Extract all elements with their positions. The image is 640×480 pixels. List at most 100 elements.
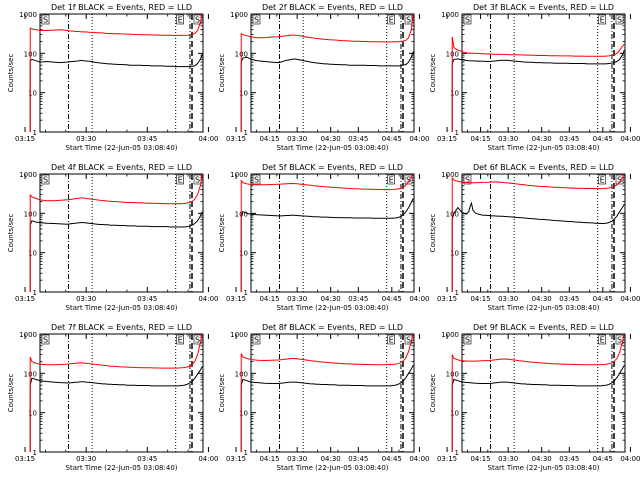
- start-marker: S: [43, 16, 48, 25]
- chart-title: Det 4f BLACK = Events, RED = LLD: [51, 163, 192, 172]
- events-series-line: [451, 201, 625, 224]
- chart-title: Det 9f BLACK = Events, RED = LLD: [473, 323, 614, 332]
- y-axis-label: Counts/sec: [218, 374, 226, 413]
- chart-panel-7: Det 7f BLACK = Events, RED = LLD11010010…: [7, 323, 402, 472]
- start-marker-box: [615, 174, 624, 185]
- y-tick-label: 10: [28, 250, 37, 258]
- start-marker-box: [252, 174, 261, 185]
- x-axis-label: Start Time (22-Jun-05 03:08:40): [66, 144, 178, 152]
- start-marker: S: [43, 176, 48, 185]
- lld-series-line: [29, 13, 203, 36]
- y-tick-label: 1000: [441, 331, 459, 339]
- end-marker: E: [178, 16, 183, 25]
- start-marker: S: [195, 16, 200, 25]
- x-tick-label: 03:30: [287, 135, 307, 143]
- plot-frame: [39, 13, 204, 133]
- start-marker-box: [252, 14, 261, 25]
- y-tick-label: 1: [455, 129, 459, 137]
- chart-title: Det 3f BLACK = Events, RED = LLD: [473, 3, 614, 12]
- y-tick-label: 1: [244, 449, 248, 457]
- x-tick-label: 04:00: [409, 295, 429, 303]
- end-marker: E: [389, 16, 394, 25]
- y-tick-label: 1000: [441, 11, 459, 19]
- start-marker-box: [404, 14, 413, 25]
- x-tick-label: 04:15: [470, 455, 490, 463]
- start-marker: S: [195, 336, 200, 345]
- x-tick-label: 03:45: [137, 295, 157, 303]
- chart-panel-9: Det 9f BLACK = Events, RED = LLD11010010…: [429, 323, 640, 472]
- y-tick-label: 1000: [230, 171, 248, 179]
- x-tick-label: 03:30: [287, 455, 307, 463]
- x-axis-label: Start Time (22-Jun-05 03:08:40): [488, 144, 600, 152]
- start-marker: S: [406, 16, 411, 25]
- x-tick-label: 04:45: [382, 455, 402, 463]
- plot-frame: [461, 333, 626, 453]
- x-tick-label: 04:45: [382, 135, 402, 143]
- y-axis-label: Counts/sec: [429, 214, 437, 253]
- y-tick-label: 10: [239, 250, 248, 258]
- x-tick-label: 04:15: [470, 135, 490, 143]
- start-marker-box: [252, 334, 261, 345]
- end-marker: E: [600, 16, 605, 25]
- end-marker: E: [600, 336, 605, 345]
- plot-frame: [39, 333, 204, 453]
- x-tick-label: 03:30: [498, 295, 518, 303]
- y-tick-label: 10: [450, 90, 459, 98]
- x-tick-label: 04:45: [593, 295, 613, 303]
- events-series-line: [451, 365, 625, 387]
- start-marker: S: [254, 16, 259, 25]
- x-tick-label: 03:45: [348, 455, 368, 463]
- end-marker-box: [387, 334, 395, 345]
- start-marker-box: [41, 174, 50, 185]
- plot-frame: [250, 173, 415, 293]
- x-tick-label: 03:30: [76, 135, 96, 143]
- x-tick-label: 03:30: [76, 455, 96, 463]
- x-tick-label: 04:00: [620, 455, 640, 463]
- y-tick-label: 1000: [19, 171, 37, 179]
- end-marker: E: [600, 176, 605, 185]
- y-tick-label: 1000: [230, 331, 248, 339]
- x-tick-label: 03:15: [437, 455, 457, 463]
- lld-series-line: [451, 36, 625, 57]
- x-tick-label: 04:45: [593, 455, 613, 463]
- end-marker-box: [176, 334, 184, 345]
- y-tick-label: 1: [455, 449, 459, 457]
- start-marker: S: [43, 336, 48, 345]
- x-axis-label: Start Time (22-Jun-05 03:08:40): [66, 464, 178, 472]
- x-tick-label: 04:15: [259, 295, 279, 303]
- x-tick-label: 04:15: [259, 455, 279, 463]
- chart-title: Det 8f BLACK = Events, RED = LLD: [262, 323, 403, 332]
- x-tick-label: 03:30: [498, 455, 518, 463]
- start-marker: S: [465, 16, 470, 25]
- end-marker-box: [598, 174, 606, 185]
- start-marker-box: [463, 334, 472, 345]
- start-marker: S: [254, 336, 259, 345]
- x-tick-label: 04:30: [321, 295, 341, 303]
- x-axis-label: Start Time (22-Jun-05 03:08:40): [277, 144, 389, 152]
- x-tick-label: 03:15: [15, 455, 35, 463]
- end-marker-box: [176, 174, 184, 185]
- y-axis-label: Counts/sec: [218, 54, 226, 93]
- chart-panel-1: Det 1f BLACK = Events, RED = LLD11010010…: [7, 3, 402, 152]
- x-tick-label: 04:00: [620, 295, 640, 303]
- x-tick-label: 04:15: [470, 295, 490, 303]
- end-marker: E: [389, 336, 394, 345]
- y-tick-label: 1: [244, 289, 248, 297]
- lld-series-line: [29, 333, 203, 369]
- x-tick-label: 03:15: [226, 295, 246, 303]
- x-tick-label: 03:15: [226, 135, 246, 143]
- lld-series-line: [240, 173, 414, 191]
- start-marker: S: [617, 176, 622, 185]
- end-marker-box: [387, 174, 395, 185]
- y-tick-label: 1000: [230, 11, 248, 19]
- y-axis-label: Counts/sec: [7, 214, 15, 253]
- x-axis-label: Start Time (22-Jun-05 03:08:40): [488, 304, 600, 312]
- x-tick-label: 04:00: [409, 135, 429, 143]
- x-axis-label: Start Time (22-Jun-05 03:08:40): [277, 304, 389, 312]
- chart-panel-2: Det 2f BLACK = Events, RED = LLD11010010…: [218, 3, 613, 152]
- x-tick-label: 03:30: [287, 295, 307, 303]
- chart-title: Det 1f BLACK = Events, RED = LLD: [51, 3, 192, 12]
- x-axis-label: Start Time (22-Jun-05 03:08:40): [277, 464, 389, 472]
- x-tick-label: 03:15: [437, 135, 457, 143]
